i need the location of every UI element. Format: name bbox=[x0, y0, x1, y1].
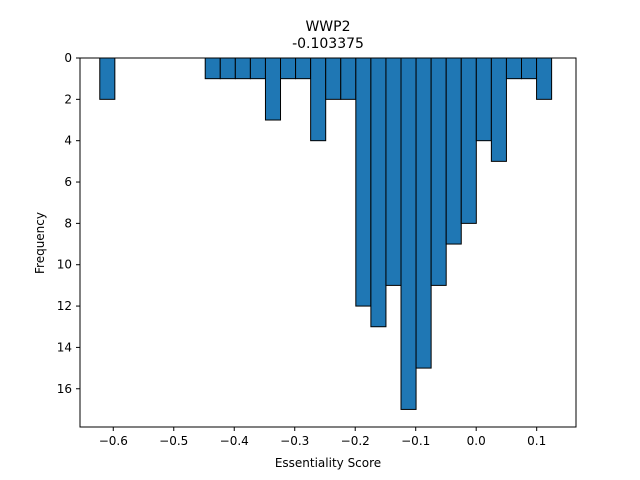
histogram-bar bbox=[475, 57, 492, 142]
y-tick-label: 12 bbox=[57, 299, 72, 313]
histogram-bar bbox=[280, 57, 297, 80]
y-tick-label: 10 bbox=[57, 258, 72, 272]
y-tick-label: 4 bbox=[64, 134, 72, 148]
y-axis-ticks: 0 2 4 6 8 10 12 14 16 bbox=[57, 51, 80, 396]
x-tick-label: −0.5 bbox=[159, 434, 188, 448]
histogram-bar bbox=[536, 57, 553, 100]
x-tick-label: 0.1 bbox=[527, 434, 546, 448]
x-tick-label: −0.1 bbox=[401, 434, 430, 448]
histogram-bar bbox=[460, 57, 477, 224]
histogram-bar bbox=[521, 57, 538, 80]
histogram-bar bbox=[370, 57, 387, 328]
histogram-bar bbox=[204, 57, 221, 80]
y-tick-label: 16 bbox=[57, 382, 72, 396]
histogram-bar bbox=[325, 57, 342, 100]
y-tick-label: 2 bbox=[64, 92, 72, 106]
histogram-bar bbox=[340, 57, 357, 100]
bars-group bbox=[99, 57, 553, 410]
y-axis-label: Frequency bbox=[33, 212, 47, 274]
x-tick-label: −0.2 bbox=[341, 434, 370, 448]
x-tick-label: −0.3 bbox=[280, 434, 309, 448]
histogram-bar bbox=[445, 57, 462, 245]
histogram-bar bbox=[249, 57, 266, 80]
x-axis-label: Essentiality Score bbox=[275, 456, 381, 470]
histogram-bar bbox=[219, 57, 236, 80]
x-tick-label: −0.6 bbox=[99, 434, 128, 448]
histogram-bar bbox=[295, 57, 312, 80]
histogram-bar bbox=[99, 57, 116, 100]
x-tick-label: 0.0 bbox=[467, 434, 486, 448]
histogram-bar bbox=[490, 57, 507, 162]
plot-frame bbox=[79, 57, 577, 428]
histogram-bar bbox=[400, 57, 417, 410]
histogram-bar bbox=[415, 57, 432, 369]
histogram-bar bbox=[505, 57, 523, 80]
y-tick-label: 8 bbox=[64, 216, 72, 230]
chart-subtitle: -0.103375 bbox=[292, 36, 364, 52]
chart-title: WWP2 bbox=[305, 19, 350, 35]
y-tick-label: 14 bbox=[57, 340, 72, 354]
x-axis-ticks: −0.6 −0.5 −0.4 −0.3 −0.2 −0.1 0.0 0.1 bbox=[99, 427, 546, 448]
histogram-bar bbox=[430, 57, 447, 286]
histogram-bar bbox=[234, 57, 251, 80]
y-tick-label: 0 bbox=[64, 51, 72, 65]
x-tick-label: −0.4 bbox=[220, 434, 249, 448]
y-tick-label: 6 bbox=[64, 175, 72, 189]
histogram-bar bbox=[355, 57, 372, 307]
histogram-bar bbox=[310, 57, 327, 142]
histogram-bar bbox=[264, 57, 282, 121]
histogram-bar bbox=[385, 57, 402, 286]
